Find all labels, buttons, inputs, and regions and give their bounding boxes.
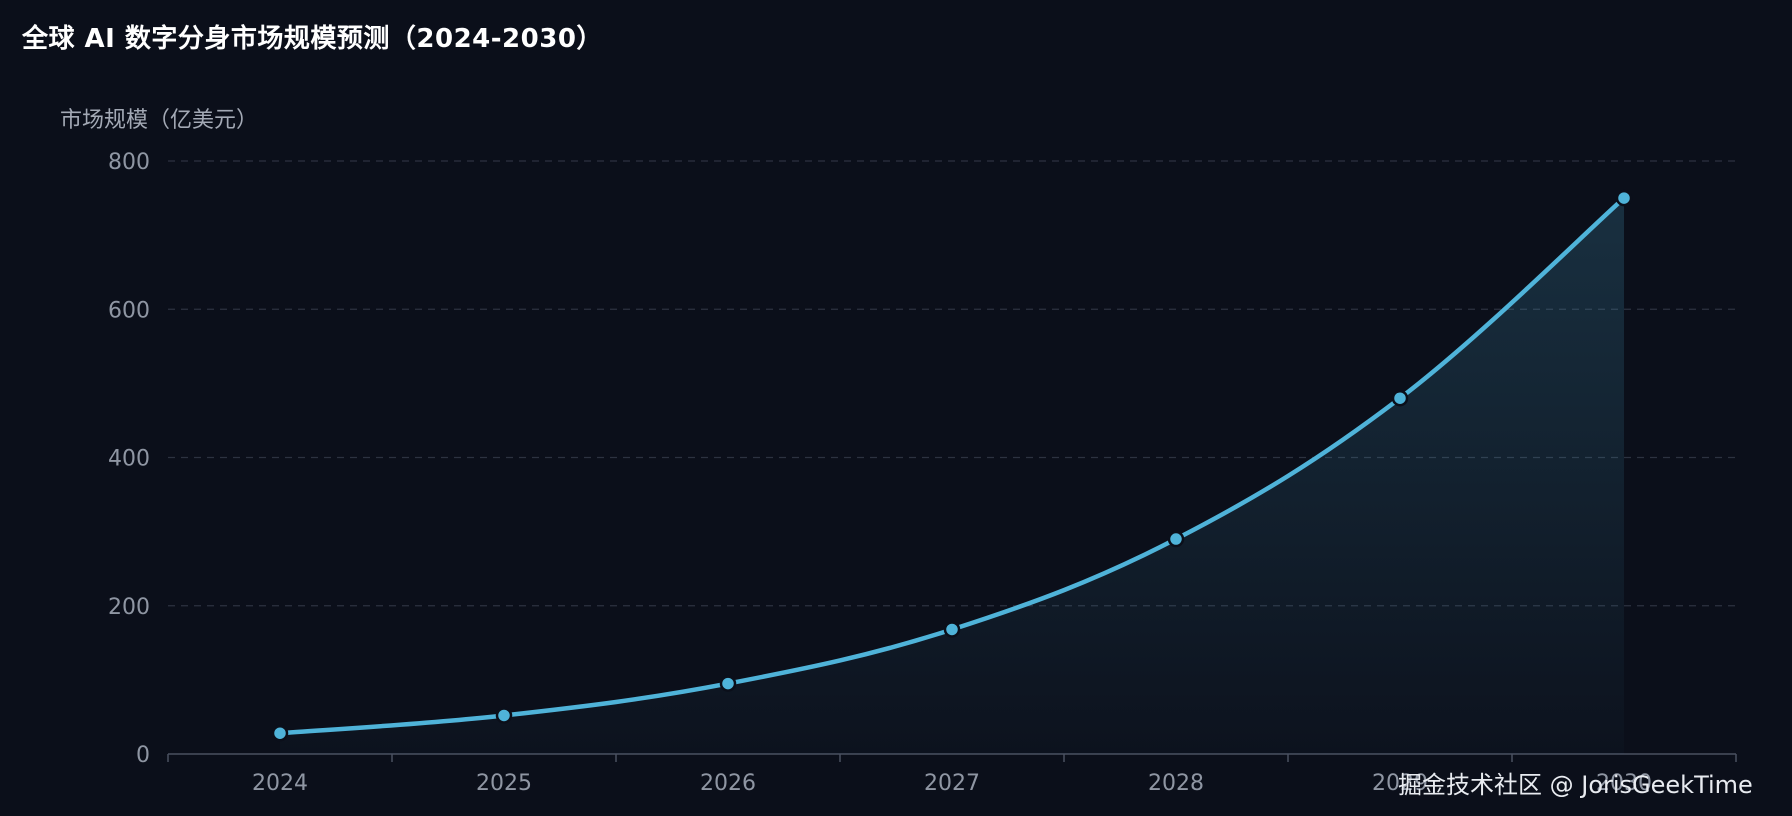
- x-tick-label: 2030: [1596, 771, 1652, 796]
- x-tick-label: 2026: [700, 771, 756, 796]
- y-tick-label: 200: [108, 595, 150, 620]
- x-tick-label: 2024: [252, 771, 308, 796]
- watermark: 掘金技术社区 @ JorisGeekTime: [1398, 771, 1753, 799]
- data-point[interactable]: [495, 707, 513, 724]
- y-axis-label: 市场规模（亿美元）: [60, 108, 258, 133]
- data-point[interactable]: [271, 724, 289, 742]
- data-point[interactable]: [943, 621, 961, 638]
- y-tick-label: 600: [108, 298, 150, 323]
- data-point[interactable]: [1615, 189, 1633, 207]
- y-tick-label: 400: [108, 447, 150, 472]
- chart-title: 全球 AI 数字分身市场规模预测（2024-2030）: [22, 24, 603, 54]
- data-point[interactable]: [719, 675, 737, 692]
- data-point[interactable]: [1391, 389, 1409, 407]
- y-tick-label: 0: [136, 743, 150, 768]
- x-tick-label: 2025: [476, 771, 532, 796]
- data-point[interactable]: [1167, 530, 1185, 548]
- y-tick-label: 800: [108, 150, 150, 175]
- x-tick-label: 2029: [1372, 771, 1428, 796]
- series-area: [280, 198, 1624, 754]
- x-tick-label: 2027: [924, 771, 980, 796]
- x-tick-label: 2028: [1148, 771, 1204, 796]
